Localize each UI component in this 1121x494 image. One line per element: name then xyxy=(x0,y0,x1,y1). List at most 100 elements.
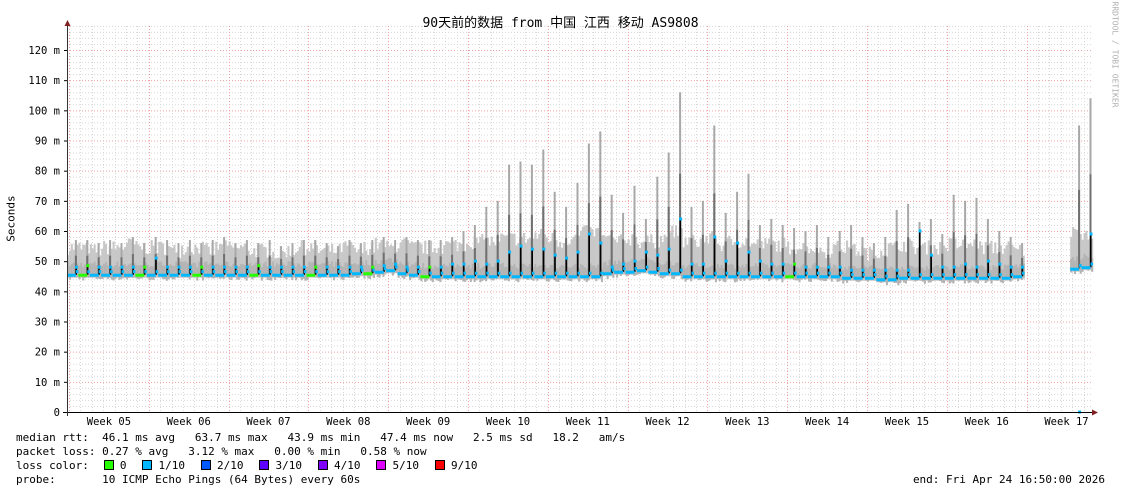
smoke-band-inner xyxy=(684,268,687,282)
median-segment xyxy=(466,275,475,279)
loss-color-swatch xyxy=(376,460,387,470)
smoke-band xyxy=(722,245,725,280)
median-peak-point xyxy=(850,268,854,272)
median-peak-point xyxy=(234,265,238,269)
median-segment xyxy=(201,270,204,274)
median-peak-point xyxy=(154,256,158,260)
smoke-band-inner xyxy=(471,263,474,278)
smoke-band xyxy=(403,238,406,277)
median-peak-point xyxy=(314,265,318,269)
smoke-band xyxy=(969,243,972,281)
loss-color-label-item: 9/10 xyxy=(450,459,478,472)
median-segment xyxy=(189,270,193,274)
smoke-band-inner xyxy=(925,266,928,280)
smoke-band xyxy=(798,249,801,280)
median-peak-point xyxy=(815,265,819,269)
smoke-band-inner xyxy=(156,261,159,276)
median-spike xyxy=(588,234,590,277)
median-segment xyxy=(132,270,136,274)
smoke-band xyxy=(445,241,448,280)
smoke-band-inner xyxy=(866,268,869,282)
x-tick-label: Week 09 xyxy=(406,416,450,428)
smoke-band-inner xyxy=(205,261,208,276)
smoke-band xyxy=(654,248,657,275)
smoke-band xyxy=(1001,253,1004,281)
smoke-band xyxy=(942,245,945,281)
smoke-band xyxy=(958,246,961,281)
smoke-band xyxy=(386,240,389,274)
smoke-band xyxy=(443,245,446,280)
smoke-band-inner xyxy=(549,264,552,279)
smoke-band-inner xyxy=(129,263,132,277)
smoke-band xyxy=(741,243,744,280)
smoke-band-inner xyxy=(904,269,907,284)
median-peak-point xyxy=(622,262,626,266)
smoke-band xyxy=(141,250,144,278)
smoke-band xyxy=(754,243,757,280)
smoke-band xyxy=(977,248,980,281)
median-segment xyxy=(922,276,931,280)
smoke-spike-dark xyxy=(622,239,625,272)
median-segment xyxy=(885,274,888,278)
smoke-area xyxy=(67,92,1094,286)
median-peak-point xyxy=(964,262,968,266)
probe-row: probe: 10 ICMP Echo Pings (64 Bytes) eve… xyxy=(16,473,360,486)
smoke-band xyxy=(300,240,303,278)
median-spike xyxy=(542,249,545,277)
median-peak-point xyxy=(530,247,534,251)
smoke-band-inner xyxy=(718,267,721,282)
smoke-band xyxy=(910,240,913,281)
smoke-band-inner xyxy=(481,267,484,282)
smoke-band-inner xyxy=(289,261,292,276)
median-segment xyxy=(771,271,774,275)
median-segment xyxy=(748,271,751,275)
smoke-spike-dark xyxy=(485,238,488,277)
smoke-band-inner xyxy=(144,262,147,276)
smoke-band-inner xyxy=(526,266,529,280)
smoke-band-inner xyxy=(285,265,288,280)
median-peak-point xyxy=(724,259,728,263)
smoke-spike-dark xyxy=(701,234,704,277)
smoke-spike-dark xyxy=(211,255,214,275)
median-segment xyxy=(908,273,911,277)
median-peak-point xyxy=(416,265,420,269)
smoke-band-inner xyxy=(762,262,765,277)
smoke-band xyxy=(561,247,564,280)
median-segment xyxy=(420,275,430,279)
smoke-band xyxy=(830,253,833,280)
median-segment xyxy=(192,273,202,277)
smoke-band-inner xyxy=(312,262,315,276)
median-segment xyxy=(463,271,466,275)
median-spike xyxy=(782,264,784,277)
smoke-band xyxy=(922,244,925,281)
smoke-band-inner xyxy=(695,263,698,277)
median-segment xyxy=(523,275,532,279)
smoke-band-inner xyxy=(574,263,577,278)
smoke-band xyxy=(581,226,584,280)
smoke-band-inner xyxy=(68,265,71,280)
median-segment xyxy=(509,271,512,275)
smoke-band-inner xyxy=(669,261,672,275)
smoke-band xyxy=(914,254,917,281)
smoke-band xyxy=(543,234,546,280)
median-segment xyxy=(554,271,558,275)
median-segment xyxy=(429,271,432,275)
smoke-band-inner xyxy=(91,263,94,278)
smoke-band-inner xyxy=(832,264,835,279)
smoke-band xyxy=(1015,248,1018,280)
smoke-band xyxy=(680,228,683,277)
rrdtool-credit: RRDTOOL / TOBI OETIKER xyxy=(1110,1,1120,108)
smoke-band xyxy=(1075,229,1078,272)
median-peak-point xyxy=(884,268,888,272)
smoke-band xyxy=(167,245,170,278)
smoke-band xyxy=(980,245,983,281)
smoke-band-inner xyxy=(899,269,902,284)
smoke-band-inner xyxy=(912,266,915,281)
smoke-band-inner xyxy=(618,260,621,274)
smoke-band-inner xyxy=(739,267,742,281)
smoke-band xyxy=(139,246,142,278)
smoke-band-inner xyxy=(414,262,417,277)
smoke-band xyxy=(766,243,769,280)
smoke-band-inner xyxy=(334,261,337,276)
smoke-band-inner xyxy=(521,263,524,278)
